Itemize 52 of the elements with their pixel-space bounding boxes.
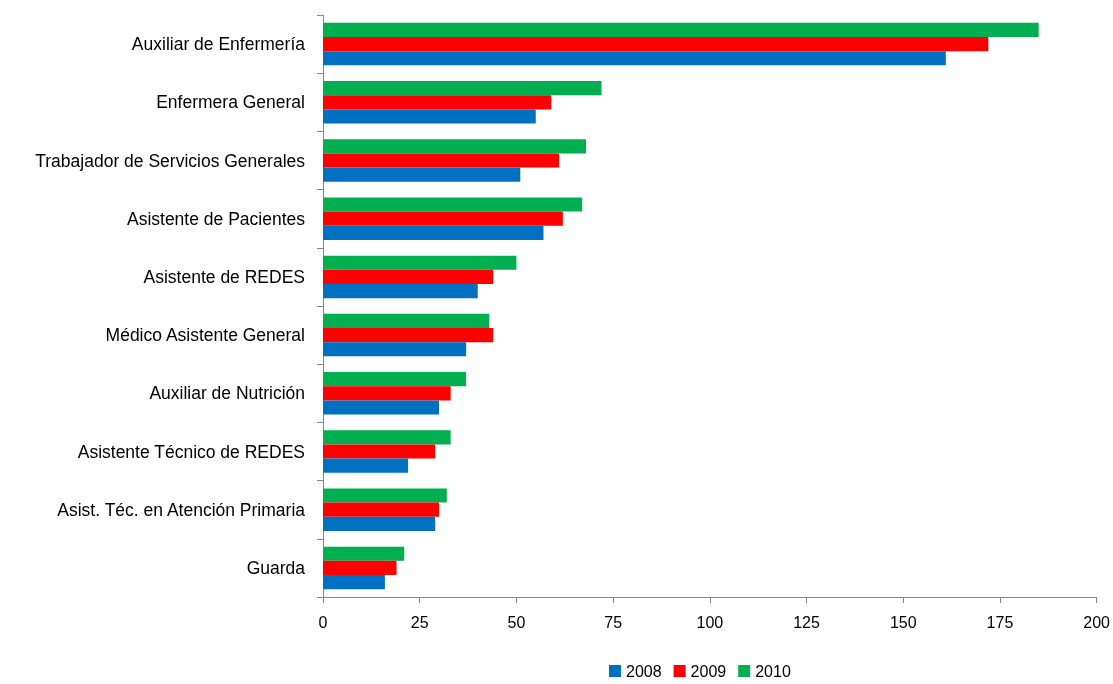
bar xyxy=(323,328,494,343)
bar xyxy=(323,342,467,357)
bar xyxy=(323,430,451,445)
bar xyxy=(323,225,544,240)
bar xyxy=(323,167,521,182)
bar xyxy=(323,313,490,329)
bar xyxy=(323,153,559,168)
y-tick-label: Asistente Técnico de REDES xyxy=(77,441,305,462)
bar xyxy=(323,22,1039,38)
x-tick-label: 175 xyxy=(986,613,1014,631)
bar xyxy=(323,109,536,124)
bar xyxy=(323,51,946,66)
y-tick-label: Guarda xyxy=(246,557,306,578)
y-tick-label: Auxiliar de Enfermería xyxy=(131,34,306,55)
x-tick-label: 50 xyxy=(507,613,526,631)
bar xyxy=(323,386,451,401)
x-tick-label: 0 xyxy=(318,613,328,631)
bar xyxy=(323,211,563,226)
bar xyxy=(323,546,405,561)
bar xyxy=(323,400,440,415)
x-tick-label: 100 xyxy=(696,613,724,631)
bar xyxy=(323,139,587,154)
bar xyxy=(323,283,478,299)
bar xyxy=(323,560,397,575)
y-tick-label: Trabajador de Servicios Generales xyxy=(35,150,306,171)
bar xyxy=(323,372,467,387)
bar xyxy=(323,95,552,110)
bar xyxy=(323,37,989,52)
y-tick-label: Asistente de REDES xyxy=(143,266,305,287)
x-tick-label: 125 xyxy=(793,613,820,631)
bar xyxy=(323,269,494,284)
bar xyxy=(323,197,583,212)
y-tick-label: Médico Asistente General xyxy=(105,325,305,346)
bar xyxy=(323,516,436,531)
legend-label: 2010 xyxy=(755,662,791,680)
bar xyxy=(323,488,447,503)
y-tick-label: Asist. Téc. en Atención Primaria xyxy=(57,499,306,520)
bar xyxy=(323,458,409,473)
bar xyxy=(323,81,602,96)
legend-label: 2008 xyxy=(626,662,662,680)
legend-label: 2009 xyxy=(690,662,727,680)
bar xyxy=(323,502,440,517)
bar xyxy=(323,444,436,459)
y-tick-label: Asistente de Pacientes xyxy=(126,208,306,229)
y-tick-label: Auxiliar de Nutrición xyxy=(149,383,305,404)
x-tick-label: 75 xyxy=(604,613,623,631)
x-tick-label: 25 xyxy=(410,613,429,631)
bar xyxy=(323,255,517,270)
bar xyxy=(323,574,385,590)
x-tick-label: 200 xyxy=(1083,613,1111,631)
x-tick-label: 150 xyxy=(889,613,917,631)
y-tick-label: Enfermera General xyxy=(156,92,305,113)
